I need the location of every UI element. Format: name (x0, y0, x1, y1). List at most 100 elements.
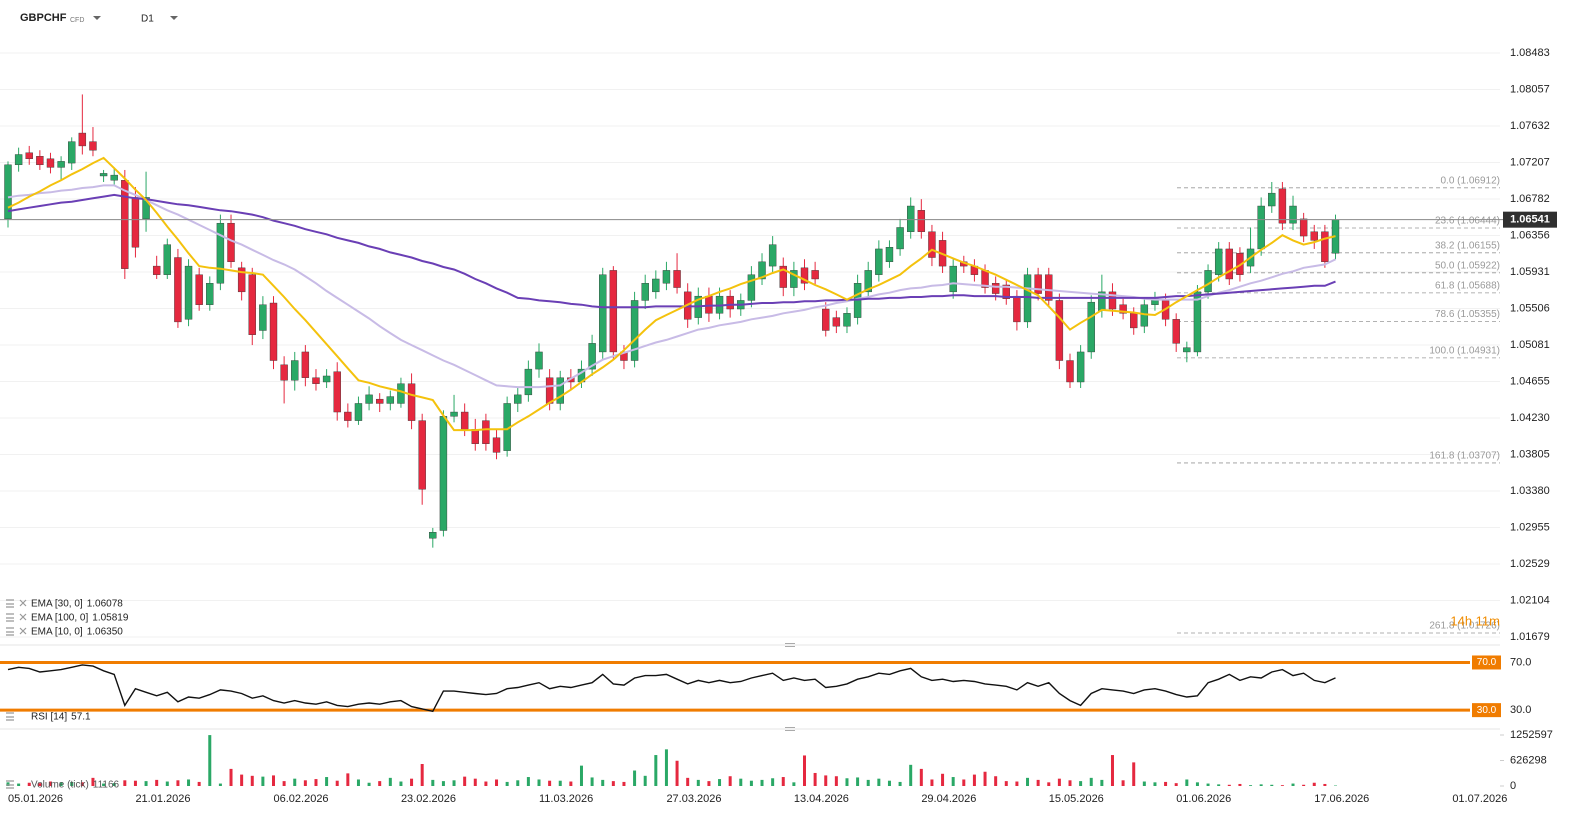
volume-bar (760, 779, 764, 786)
volume-bar (335, 780, 339, 786)
candle-body (248, 274, 256, 335)
volume-bar (526, 777, 530, 786)
volume-bar (1312, 782, 1316, 786)
volume-bar (866, 779, 870, 786)
volume-bar (91, 777, 95, 786)
volume-bar (1047, 782, 1051, 786)
legend-value: 1.06078 (87, 599, 124, 610)
volume-bar (633, 770, 637, 786)
current-price-badge (1503, 211, 1557, 228)
volume-bar (781, 777, 785, 786)
volume-bar (48, 781, 52, 786)
symbol[interactable]: GBPCHF (20, 12, 67, 24)
volume-bar (569, 781, 573, 786)
candle-body (174, 257, 182, 323)
x-tick-label: 01.07.2026 (1452, 793, 1507, 805)
candle-body (1172, 319, 1180, 344)
rsi-level-badge-label: 70.0 (1477, 657, 1497, 668)
candle-body (864, 270, 872, 293)
x-tick-label: 11.03.2026 (539, 793, 593, 805)
candle-body (1108, 291, 1117, 310)
volume-bar (983, 771, 987, 786)
y-tick-label: 1.08483 (1510, 47, 1550, 59)
legend-remove[interactable] (19, 627, 27, 635)
volume-bar (1079, 781, 1083, 786)
volume-bar (431, 779, 435, 786)
candle-body (36, 156, 44, 166)
volume-bar (187, 779, 191, 786)
volume-bar (1291, 783, 1295, 786)
x-tick-label: 27.03.2026 (666, 793, 721, 805)
volume-bar (1185, 779, 1189, 786)
timeframe-dropdown[interactable] (170, 16, 178, 20)
candle-body (4, 164, 12, 220)
candle-body (875, 248, 883, 275)
candle-body (1278, 188, 1287, 224)
volume-bar (1015, 781, 1019, 786)
candle-body (535, 351, 543, 370)
candle-body (609, 270, 618, 353)
volume-bar (972, 774, 976, 786)
candle-body (556, 377, 564, 404)
candle-body (163, 244, 172, 275)
volume-bar (356, 779, 360, 786)
candle-body (1321, 231, 1329, 263)
legend-remove[interactable] (19, 613, 27, 621)
candle-body (322, 375, 331, 383)
volume-bar (240, 774, 244, 786)
legend-remove[interactable] (19, 599, 27, 607)
candle-body (354, 403, 363, 421)
volume-bar (282, 781, 286, 786)
current-price-label: 1.06541 (1510, 214, 1550, 226)
candle-body (121, 180, 129, 269)
candle-body (800, 267, 809, 284)
candle-body (397, 383, 405, 404)
volume-bar (463, 776, 467, 786)
candle-body (291, 360, 299, 381)
volume-bar (123, 780, 127, 786)
volume-bar (250, 775, 254, 786)
symbol-dropdown[interactable] (93, 16, 101, 20)
candle-body (365, 394, 373, 404)
y-tick-label: 626298 (1510, 754, 1547, 766)
volume-bar (930, 779, 934, 786)
candle-body (1140, 304, 1149, 327)
volume-bar (303, 780, 307, 786)
panel-resize-handle[interactable] (785, 643, 795, 731)
candle-body (492, 437, 501, 453)
volume-bar (548, 780, 552, 786)
volume-bar (771, 778, 775, 786)
y-tick-label: 1.02955 (1510, 521, 1550, 533)
candle-body (14, 154, 23, 166)
fibonacci-label: 261.8 (1.01726) (1429, 621, 1500, 632)
candle-body (46, 158, 55, 168)
volume-bar (70, 781, 74, 786)
volume-bar (229, 768, 233, 786)
candle-body (439, 416, 448, 531)
candle-body (1119, 304, 1127, 314)
candle-body (482, 420, 490, 444)
x-tick-label: 06.02.2026 (274, 793, 329, 805)
candle-body (1023, 274, 1032, 323)
legend-value: 11166 (93, 780, 120, 791)
candle-body (418, 420, 426, 490)
candle-body (312, 377, 320, 384)
x-tick-label: 13.04.2026 (794, 793, 849, 805)
y-tick-label: 1.03380 (1510, 485, 1550, 497)
volume-bar (1174, 783, 1178, 786)
rsi-level-badge-label: 30.0 (1477, 705, 1497, 716)
volume-bar (420, 764, 424, 786)
volume-bar (845, 778, 849, 786)
candle-body (1299, 218, 1308, 237)
timeframe[interactable]: D1 (141, 14, 154, 25)
volume-bar (1153, 782, 1157, 786)
fibonacci-label: 161.8 (1.03707) (1429, 451, 1500, 462)
x-tick-label: 23.02.2026 (401, 793, 456, 805)
volume-bar (6, 782, 10, 786)
candle-body (206, 283, 214, 305)
volume-bar (803, 755, 806, 786)
y-tick-label: 1.04230 (1510, 412, 1550, 424)
market: CFD (70, 17, 84, 24)
